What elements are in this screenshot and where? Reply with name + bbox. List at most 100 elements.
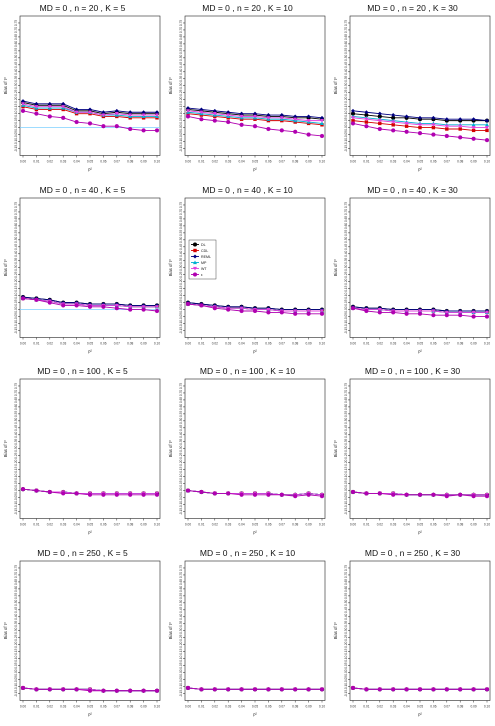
y-tick-label: 0.00 [14,487,18,493]
y-tick-label: 0.45 [344,243,348,249]
data-point [239,114,244,119]
x-tick-label: 0.05 [417,523,423,527]
legend-label: REML [201,254,211,258]
data-point [87,688,93,693]
y-tick-label: 0.75 [179,201,183,207]
x-tick-label: 0.08 [292,160,298,164]
y-tick-label: 0.70 [179,571,183,577]
chart-plot-area: -0.15-0.10-0.050.000.050.100.150.200.250… [333,15,490,172]
y-tick-label: 0.55 [14,592,18,598]
data-point [417,311,423,316]
y-tick-label: 0.20 [344,459,348,465]
y-tick-label: 0.35 [179,75,183,81]
legend-marker [193,266,197,270]
data-point [154,688,160,693]
data-point [47,686,52,691]
data-point [418,115,422,120]
series-ε [350,685,490,691]
series-ε [20,487,160,497]
data-point [47,489,52,495]
x-tick-label: 0.05 [87,341,93,345]
x-tick-label: 0.08 [127,341,133,345]
legend-marker [193,260,197,264]
y-tick-label: 0.75 [179,20,183,26]
y-tick-label: 0.60 [179,41,183,47]
data-point [377,119,382,123]
x-tick-label: 0.06 [430,341,436,345]
x-tick-label: 0.07 [444,160,450,164]
x-tick-label: 0.06 [265,704,271,708]
legend-box [188,239,217,279]
data-point [350,489,356,495]
data-point [128,306,133,312]
x-tick-label: 0.07 [279,523,285,527]
y-tick-label: 0.30 [179,264,183,270]
data-point [141,113,146,118]
y-tick-label: 0.60 [344,222,348,228]
y-tick-label: 0.15 [14,103,18,109]
x-axis-label: ρ² [253,711,257,716]
x-tick-label: 0.00 [350,704,356,708]
x-tick-label: 0.00 [185,523,191,527]
y-tick-label: 0.55 [344,592,348,598]
y-tick-label: 0.20 [14,459,18,465]
y-tick-label: 0.50 [179,236,183,242]
y-tick-label: 0.40 [179,250,183,256]
plot-frame [349,560,491,701]
x-axis-label: ρ² [418,167,422,172]
y-tick-label: 0.75 [344,383,348,389]
y-tick-label: 0.60 [14,404,18,410]
y-tick-label: 0.40 [344,613,348,619]
y-tick-label: 0.65 [344,578,348,584]
data-point [239,308,244,313]
chart-panel-7: MD = 0 , n = 100 , K = 5 -0.15 -0.10 -0.05 0… [0,363,165,545]
data-point [279,113,284,118]
y-axis-label: Bias of τ² [3,440,8,458]
y-tick-label: -0.05 [344,131,348,138]
data-point [185,301,191,306]
data-point [306,311,311,316]
x-tick-label: 0.01 [198,160,204,164]
x-tick-label: 0.07 [444,523,450,527]
y-tick-label: 0.15 [14,648,18,654]
series-CDL [351,118,489,133]
data-point [404,492,409,497]
y-tick-label: 0.75 [14,201,18,207]
y-tick-label: 0.60 [344,404,348,410]
data-point [306,492,311,497]
data-point [471,310,476,314]
x-tick-label: 0.01 [33,160,39,164]
y-tick-label: 0.60 [14,585,18,591]
y-tick-label: 0.25 [14,634,18,640]
x-tick-label: 0.04 [238,160,244,164]
chart-plot-area: -0.15-0.10-0.050.000.050.100.150.200.250… [168,15,325,172]
data-point [114,492,119,497]
y-tick-label: 0.25 [179,634,183,640]
y-tick-label: 0.15 [179,285,183,291]
x-tick-label: 0.08 [292,523,298,527]
series-ε [185,488,325,499]
data-point [417,131,423,136]
data-point [377,307,382,312]
y-tick-label: 0.35 [344,75,348,81]
x-tick-label: 0.10 [484,704,490,708]
y-tick-label: -0.05 [179,131,183,138]
y-tick-label: 0.35 [179,620,183,626]
y-tick-label: 0.60 [179,585,183,591]
data-point [185,114,191,119]
chart-title: MD = 0 , n = 40 , K = 5 [39,184,126,195]
data-point [154,492,160,497]
x-tick-label: 0.08 [127,704,133,708]
series-ε [20,108,160,133]
plot-frame [19,560,161,701]
data-point [155,304,159,309]
chart-panel-6: MD = 0 , n = 40 , K = 30 -0.15 -0.10 -0.05 0… [330,182,495,364]
data-point [34,105,39,109]
y-tick-label: 0.00 [14,306,18,312]
x-tick-label: 0.01 [198,704,204,708]
y-tick-label: 0.20 [14,278,18,284]
data-point [155,113,159,118]
x-tick-label: 0.09 [140,704,146,708]
y-tick-label: 0.20 [344,278,348,284]
